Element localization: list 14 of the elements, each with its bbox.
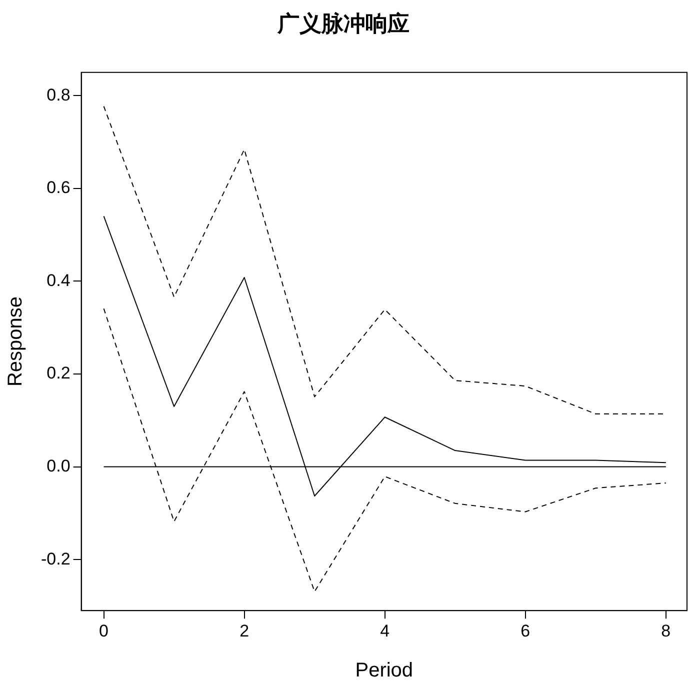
chart-title: 广义脉冲响应 <box>276 10 410 37</box>
x-tick-label: 2 <box>240 621 250 640</box>
x-tick-label: 4 <box>380 621 390 640</box>
x-axis-title: Period <box>355 660 414 682</box>
x-tick-label: 6 <box>520 621 530 640</box>
y-tick-label: 0.6 <box>46 178 70 198</box>
y-tick-label: 0.4 <box>46 270 70 290</box>
y-tick-label: -0.2 <box>40 549 70 568</box>
x-tick-label: 0 <box>99 621 109 640</box>
y-tick-label: 0.0 <box>46 456 70 476</box>
y-tick-label: 0.2 <box>46 364 70 383</box>
y-tick-label: 0.8 <box>46 85 70 104</box>
y-axis-title: Response <box>4 296 27 387</box>
x-tick-label: 8 <box>661 621 671 640</box>
